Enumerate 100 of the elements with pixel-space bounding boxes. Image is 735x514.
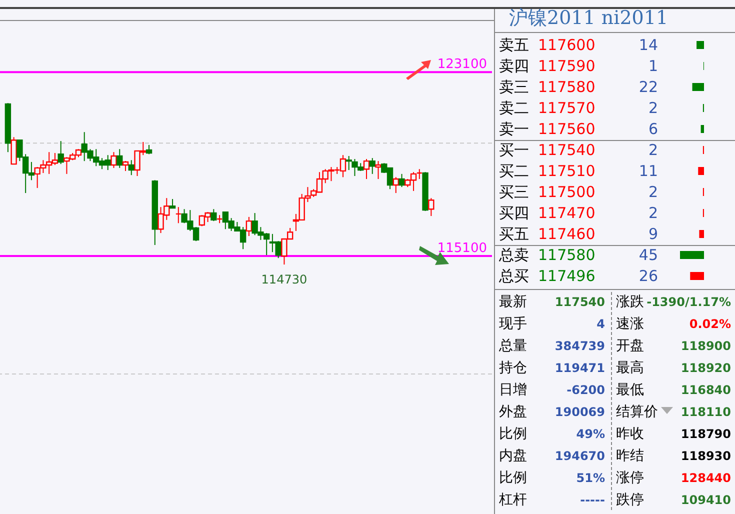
text: 117540 — [538, 141, 596, 159]
data-label: 2 — [648, 99, 658, 117]
candlestick — [416, 168, 422, 180]
data-label: 14 — [638, 36, 658, 54]
text: 昨结 — [616, 448, 644, 464]
y-tick-label: 买一 — [499, 141, 529, 159]
text: 杠杆 — [498, 492, 527, 508]
bar — [696, 41, 704, 49]
text: 117496 — [538, 267, 596, 285]
text: 昨收 — [616, 426, 644, 442]
y-tick-label: 总卖 — [498, 246, 529, 264]
y-tick-label: 买二 — [499, 162, 529, 180]
y-tick-label: 买五 — [499, 225, 529, 243]
ref-line-label: 123100 — [437, 57, 487, 72]
candlestick — [369, 158, 376, 174]
text: ----- — [580, 493, 606, 507]
data-label: 2 — [648, 141, 658, 159]
y-tick-label: 卖三 — [499, 78, 529, 96]
text: 118790 — [680, 427, 731, 441]
data-label: 26 — [638, 267, 658, 285]
bar — [692, 83, 704, 91]
y-tick-label: 卖五 — [499, 36, 529, 54]
candlestick — [175, 206, 182, 224]
text: 384739 — [554, 339, 605, 353]
text: 最高 — [616, 360, 644, 376]
text: 结算价 — [616, 404, 658, 420]
y-tick-label: 卖一 — [499, 120, 529, 138]
text: 4 — [596, 317, 605, 331]
text: 日增 — [499, 382, 527, 398]
text: 194670 — [554, 449, 605, 463]
text: 118900 — [680, 339, 731, 353]
data-label: 9 — [648, 225, 658, 243]
chart-title: 沪镍2011 ni2011 — [509, 7, 668, 29]
text: 190069 — [554, 405, 605, 419]
text: 128440 — [680, 471, 731, 485]
text: 117560 — [538, 120, 596, 138]
text: 117590 — [538, 57, 596, 75]
y-tick-label: 卖二 — [499, 99, 529, 117]
text: 109410 — [680, 493, 731, 507]
text: 外盘 — [499, 404, 527, 420]
data-label: 6 — [648, 120, 658, 138]
text: 开盘 — [616, 338, 644, 354]
text: 117540 — [554, 295, 605, 309]
text: 118110 — [680, 405, 731, 419]
text: 117510 — [538, 162, 596, 180]
text: 118920 — [680, 361, 731, 375]
text: 49% — [576, 427, 605, 441]
text: 117600 — [538, 36, 596, 54]
text: 117570 — [538, 99, 596, 117]
text: 涨跌 — [616, 294, 644, 310]
bar — [690, 272, 704, 280]
bar — [700, 125, 704, 133]
text: -6200 — [566, 383, 605, 397]
data-label: 1 — [648, 57, 658, 75]
candlestick — [246, 216, 252, 237]
text: 现手 — [499, 316, 527, 332]
text: 内盘 — [499, 448, 527, 464]
bar — [699, 230, 704, 238]
candlestick — [110, 152, 117, 168]
text: 51% — [576, 471, 605, 485]
text: 116840 — [680, 383, 731, 397]
annotation: 114730 — [261, 272, 308, 287]
candlestick — [428, 198, 434, 217]
bar — [698, 167, 704, 175]
y-tick-label: 总买 — [498, 267, 529, 285]
ref-line-label: 115100 — [437, 241, 487, 256]
y-tick-label: 买三 — [499, 183, 529, 201]
data-label: 22 — [638, 78, 658, 96]
text: 涨停 — [616, 470, 644, 486]
text: 跌停 — [616, 492, 644, 508]
candlestick — [122, 160, 129, 172]
text: 0.02% — [689, 317, 731, 331]
candlestick — [116, 148, 123, 168]
candlestick — [58, 140, 64, 165]
text: 速涨 — [616, 316, 644, 332]
data-label: 2 — [648, 204, 658, 222]
text: 118930 — [680, 449, 731, 463]
text: 最新 — [499, 294, 527, 310]
text: 117500 — [538, 183, 596, 201]
data-label: 45 — [638, 246, 658, 264]
text: 持仓 — [499, 360, 527, 376]
candlestick — [398, 173, 405, 188]
y-tick-label: 买四 — [499, 204, 529, 222]
text: 比例 — [499, 470, 527, 486]
candlestick — [10, 136, 17, 165]
text: 最低 — [616, 382, 644, 398]
text: 117580 — [538, 78, 596, 96]
candlestick — [146, 144, 152, 155]
text: 117470 — [538, 204, 596, 222]
text: 119471 — [554, 361, 605, 375]
bar — [680, 251, 704, 259]
text: -1390/1.17% — [646, 295, 731, 309]
text: 117460 — [538, 225, 596, 243]
candlestick — [375, 160, 382, 180]
text: 比例 — [499, 426, 527, 442]
text: 总量 — [498, 338, 527, 354]
y-tick-label: 卖四 — [499, 57, 529, 75]
data-label: 11 — [638, 162, 658, 180]
candlestick — [210, 208, 217, 222]
candlestick — [392, 176, 399, 194]
